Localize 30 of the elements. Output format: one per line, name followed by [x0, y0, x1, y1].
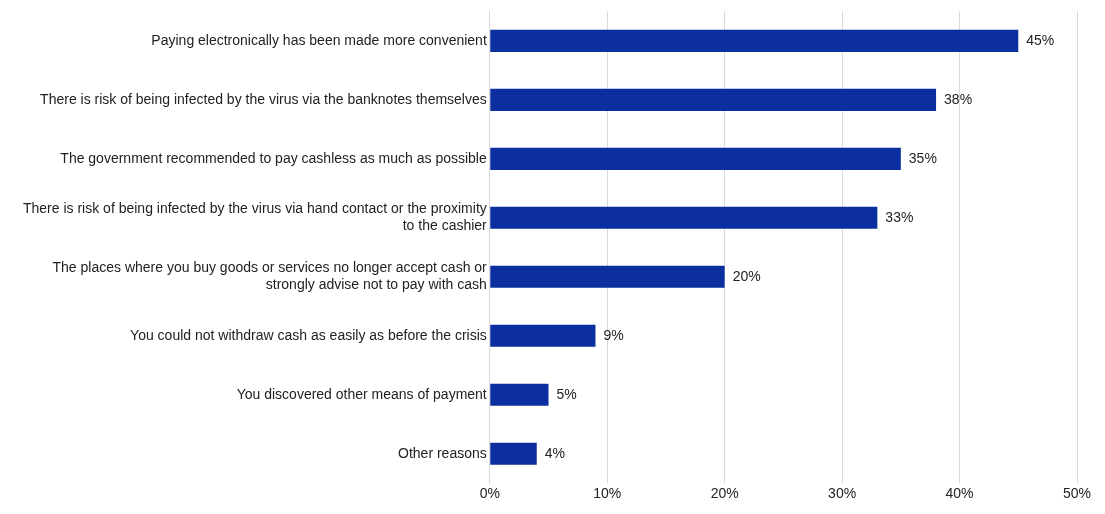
bar	[490, 324, 596, 347]
bar	[490, 88, 937, 111]
y-tick-label: There is risk of being infected by the virus via hand contact or the proximity to the cashier	[23, 200, 488, 234]
data-label: 9%	[603, 326, 624, 343]
y-tick-label: The places where you buy goods or services no longer accept cash or strongly advise not to pay with cash	[52, 259, 488, 293]
x-tick-label: 20%	[710, 485, 739, 502]
x-tick-label: 0%	[479, 485, 500, 502]
y-tick-label: You discovered other means of payment	[236, 385, 487, 402]
x-tick-label: 10%	[593, 485, 622, 502]
y-tick-label: Other reasons	[398, 444, 487, 461]
data-label: 35%	[908, 149, 937, 166]
x-tick-label: 30%	[828, 485, 857, 502]
bar	[490, 265, 725, 288]
y-tick-label: You could not withdraw cash as easily as before the crisis	[130, 326, 487, 343]
bar	[490, 206, 878, 229]
y-tick-label: Paying electronically has been made more convenient	[151, 31, 487, 48]
bar	[490, 29, 1019, 52]
x-tick-label: 50%	[1062, 485, 1092, 502]
data-label: 20%	[732, 267, 761, 284]
data-label: 45%	[1026, 31, 1055, 48]
bar	[490, 147, 901, 170]
y-tick-label: The government recommended to pay cashless as much as possible	[60, 149, 487, 166]
data-label: 33%	[885, 208, 914, 225]
data-label: 4%	[544, 444, 565, 461]
bar	[490, 383, 549, 406]
x-tick-label: 40%	[945, 485, 974, 502]
data-label: 38%	[944, 90, 973, 107]
data-label: 5%	[556, 385, 577, 402]
bar	[490, 442, 537, 465]
y-tick-label: There is risk of being infected by the virus via the banknotes themselves	[40, 90, 487, 107]
